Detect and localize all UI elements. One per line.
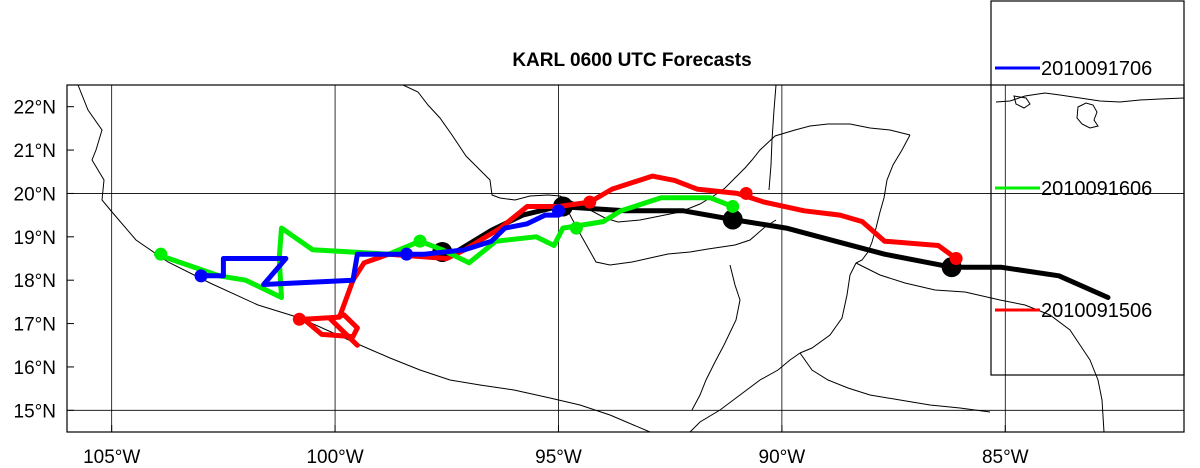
lat-tick-label: 19°N	[14, 228, 56, 249]
forecast-tracks	[153, 173, 1111, 348]
internal-border-b	[799, 352, 991, 413]
track-line-2010091506	[301, 173, 959, 348]
lat-tick-label: 16°N	[14, 358, 56, 379]
island-a	[1076, 102, 1099, 129]
cuba-coast	[995, 92, 1184, 103]
yucatan-state-border	[768, 85, 777, 191]
belize-guatemala-border	[799, 262, 857, 354]
lat-tick-label: 18°N	[14, 271, 56, 292]
track-2010091606	[153, 195, 740, 300]
mexico-pacific-coastline	[77, 85, 651, 432]
yucatan-east-coastline	[855, 134, 911, 264]
lat-tick-label: 17°N	[14, 315, 56, 336]
track-point-2010091506	[583, 195, 597, 209]
central-america-coast	[689, 352, 801, 432]
lon-tick-label: 85°W	[982, 447, 1029, 468]
lon-tick-label: 90°W	[759, 447, 806, 468]
map-title: KARL 0600 UTC Forecasts	[512, 50, 751, 71]
island-b	[1013, 95, 1031, 109]
lon-tick-label: 100°W	[306, 447, 363, 468]
track-point-2010091506	[949, 252, 963, 265]
track-point-observed	[722, 209, 743, 230]
legend-entries: 2010091706 2010091606 2010091506	[995, 58, 1152, 322]
track-line-2010091606	[153, 195, 736, 300]
lat-tick-label: 20°N	[14, 184, 56, 205]
lat-tick-label: 15°N	[14, 401, 56, 422]
axis-ticks: 105°W 100°W 95°W 90°W 85°W 15°N 16°N 17°N 18°N 19…	[14, 98, 1029, 468]
legend-entry: 2010091506	[995, 300, 1152, 322]
legend-label: 2010091706	[1041, 58, 1152, 80]
internal-border-a	[691, 264, 741, 411]
legend-label: 2010091506	[1041, 300, 1152, 322]
lat-tick-label: 21°N	[14, 141, 56, 162]
track-point-2010091606	[154, 247, 168, 261]
legend-entry: 2010091706	[995, 58, 1152, 80]
gridlines	[67, 85, 1184, 432]
track-point-2010091706	[551, 204, 565, 218]
lon-tick-label: 105°W	[83, 447, 140, 468]
legend-entry: 2010091606	[995, 178, 1152, 200]
track-point-2010091706	[194, 269, 208, 283]
guatemala-mexico-border	[559, 195, 777, 266]
track-point-2010091706	[400, 247, 414, 261]
track-point-2010091606	[413, 234, 427, 248]
legend: 2010091706 2010091606 2010091506	[990, 0, 1185, 376]
legend-label: 2010091606	[1041, 178, 1152, 200]
track-point-2010091506	[739, 186, 753, 200]
track-2010091706	[194, 204, 565, 287]
track-point-2010091506	[292, 312, 306, 326]
lon-tick-label: 95°W	[535, 447, 582, 468]
legend-frame	[990, 0, 1185, 376]
track-line-2010091706	[198, 212, 561, 287]
mexico-gulf-coastline	[402, 85, 911, 223]
track-2010091506	[292, 173, 963, 348]
lat-tick-label: 22°N	[14, 98, 56, 119]
track-point-2010091606	[726, 199, 740, 213]
track-point-2010091606	[569, 221, 583, 235]
